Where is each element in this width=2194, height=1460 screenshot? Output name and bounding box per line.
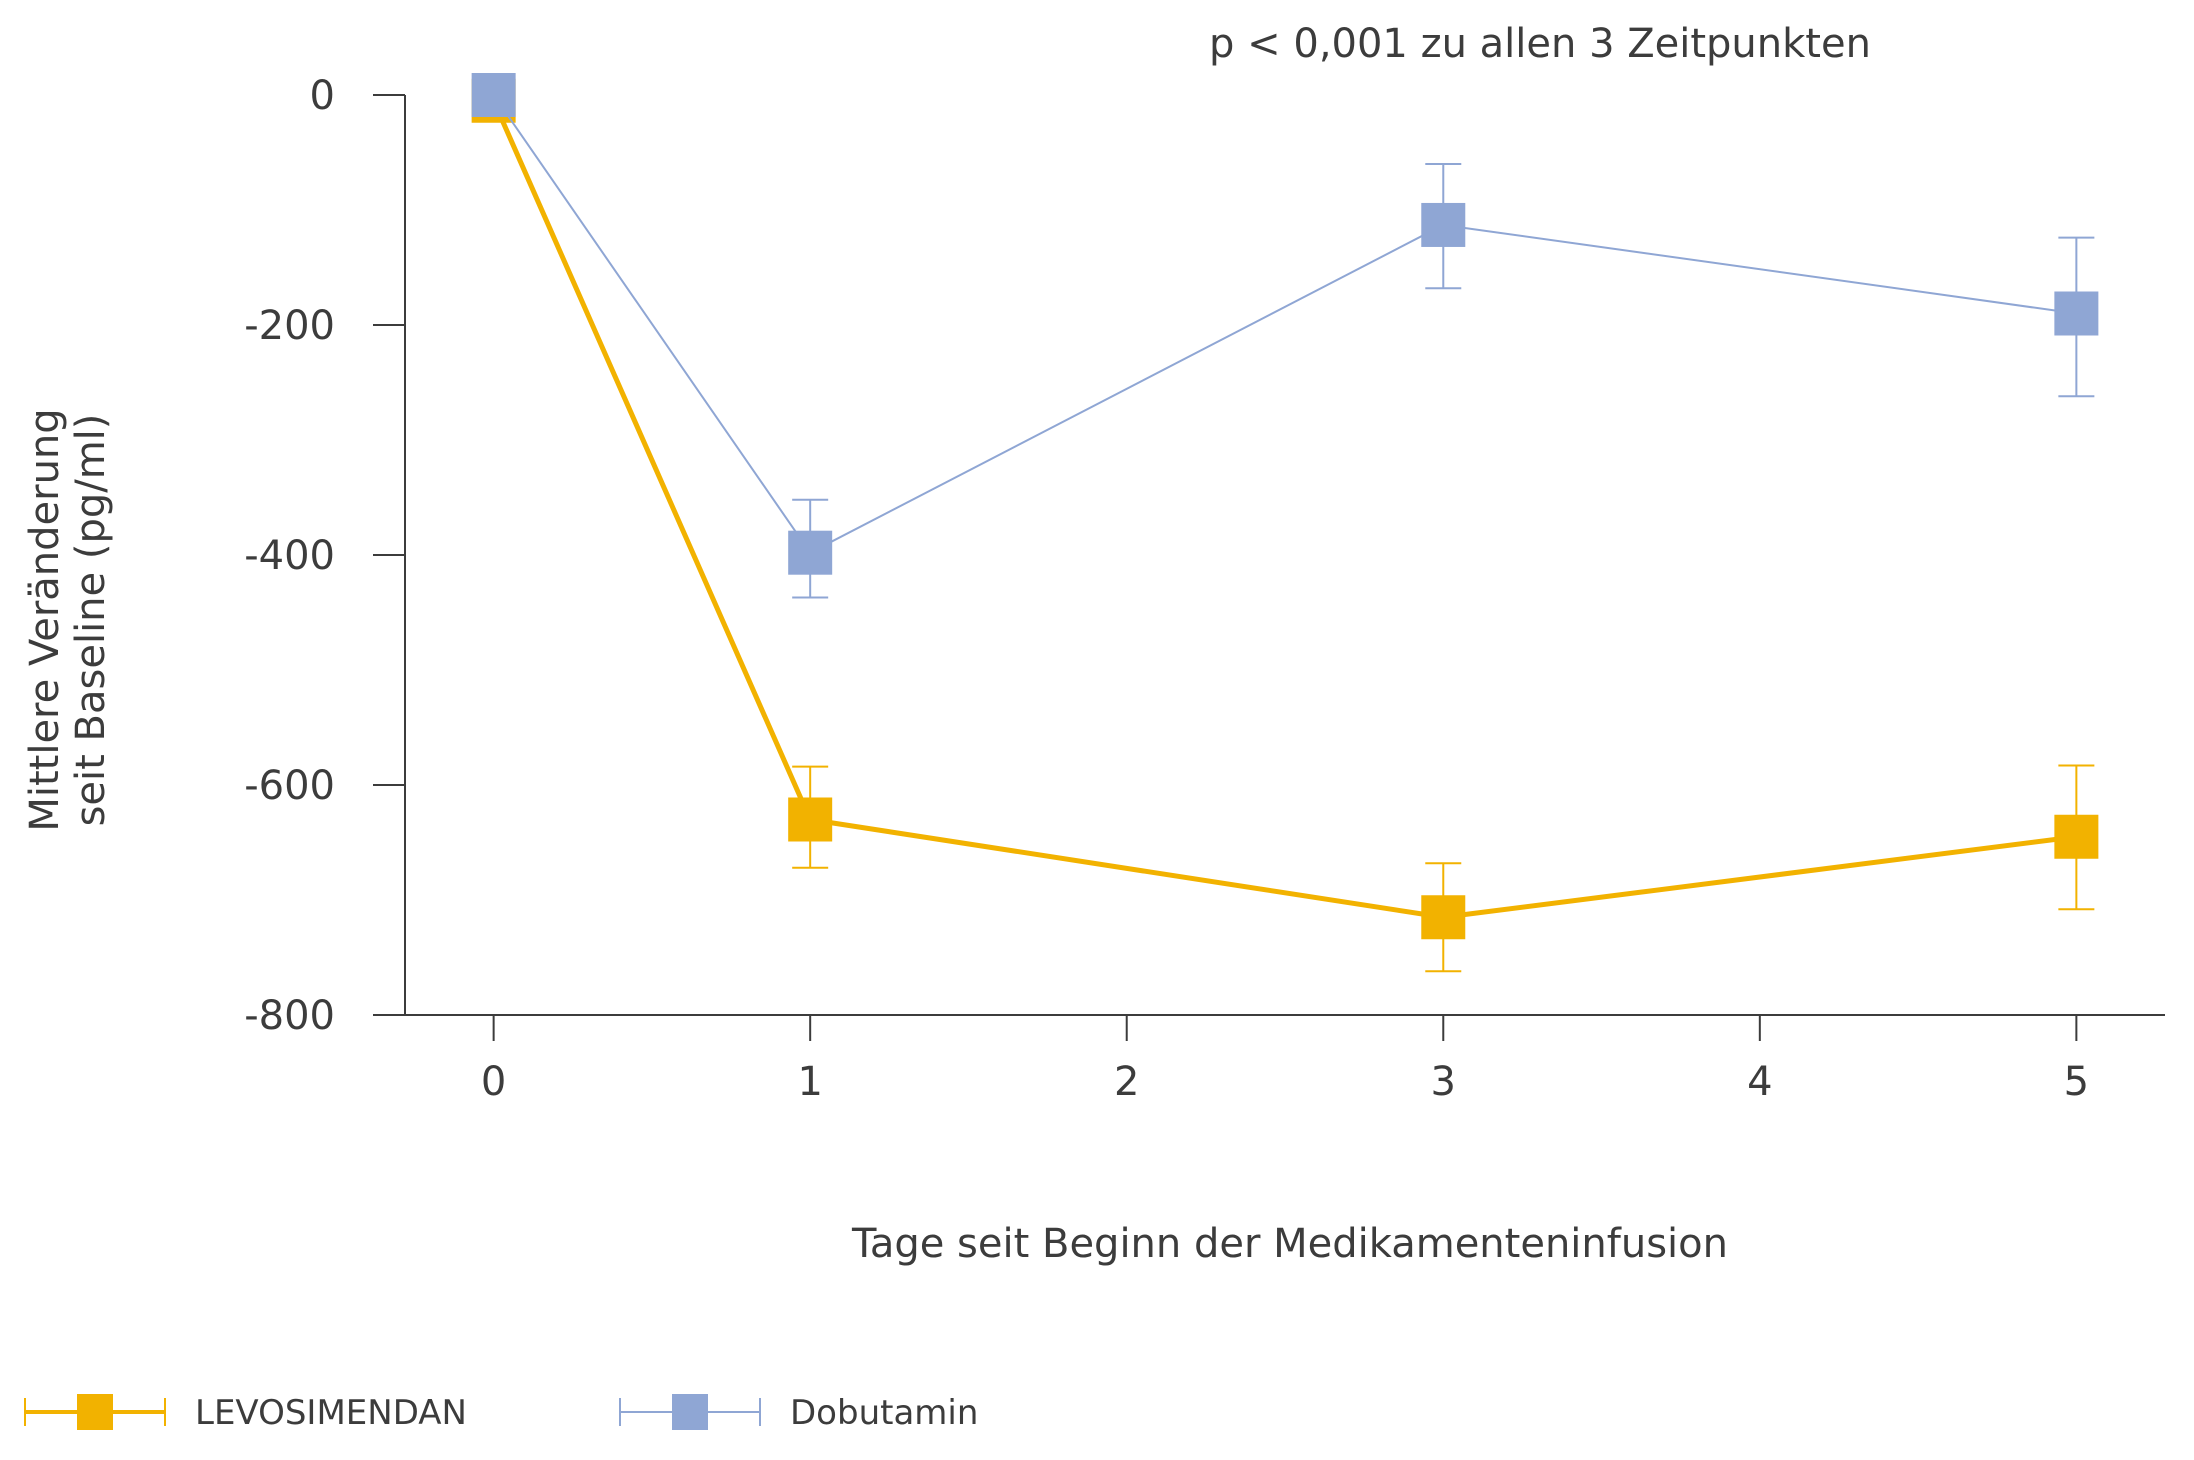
y-tick-label: -200 bbox=[244, 303, 335, 349]
text-layer: p < 0,001 zu allen 3 Zeitpunkten Tage se… bbox=[22, 21, 1871, 1267]
legend-label: Dobutamin bbox=[790, 1393, 978, 1433]
y-tick-label: 0 bbox=[310, 73, 335, 119]
series-line bbox=[492, 94, 2077, 554]
data-point-marker bbox=[788, 797, 833, 842]
series-line bbox=[491, 99, 2077, 920]
y-axis-title-line-1: Mittlere Veränderung bbox=[22, 408, 68, 831]
legend-item-dobutamin: Dobutamin bbox=[619, 1393, 978, 1433]
series-dobutamin bbox=[471, 73, 2099, 599]
x-tick-label: 1 bbox=[797, 1059, 822, 1105]
data-point-marker bbox=[788, 530, 833, 575]
y-tick-label: -400 bbox=[244, 533, 335, 579]
y-tick-label: -800 bbox=[244, 993, 335, 1039]
x-tick-label: 4 bbox=[1747, 1059, 1772, 1105]
legend-item-levosimendan: LEVOSIMENDAN bbox=[24, 1393, 467, 1433]
y-tick-label: -600 bbox=[244, 763, 335, 809]
data-point-marker bbox=[1421, 202, 1466, 247]
x-tick-label: 2 bbox=[1114, 1059, 1139, 1105]
data-point-marker bbox=[1421, 895, 1466, 940]
axes-layer: 0 -200 -400 -600 -800 0 1 2 3 4 5 bbox=[244, 73, 2165, 1105]
x-axis-title: Tage seit Beginn der Medikamenteninfusio… bbox=[851, 1221, 1728, 1267]
x-tick-label: 0 bbox=[481, 1059, 506, 1105]
data-point-marker bbox=[2054, 291, 2099, 336]
data-point-marker bbox=[2054, 814, 2099, 859]
x-tick-label: 5 bbox=[2064, 1059, 2089, 1105]
significance-annotation: p < 0,001 zu allen 3 Zeitpunkten bbox=[1209, 21, 1871, 67]
legend-marker bbox=[672, 1394, 708, 1430]
series-levosimendan bbox=[471, 78, 2099, 973]
x-tick-label: 3 bbox=[1431, 1059, 1456, 1105]
series-layer bbox=[471, 73, 2099, 973]
legend: LEVOSIMENDAN Dobutamin bbox=[24, 1393, 978, 1433]
legend-marker bbox=[77, 1394, 113, 1430]
data-point-marker bbox=[471, 73, 516, 117]
y-axis-title-line-2: seit Baseline (pg/ml) bbox=[68, 414, 114, 827]
legend-label: LEVOSIMENDAN bbox=[195, 1393, 467, 1433]
y-axis-title: Mittlere Veränderung seit Baseline (pg/m… bbox=[22, 408, 114, 831]
